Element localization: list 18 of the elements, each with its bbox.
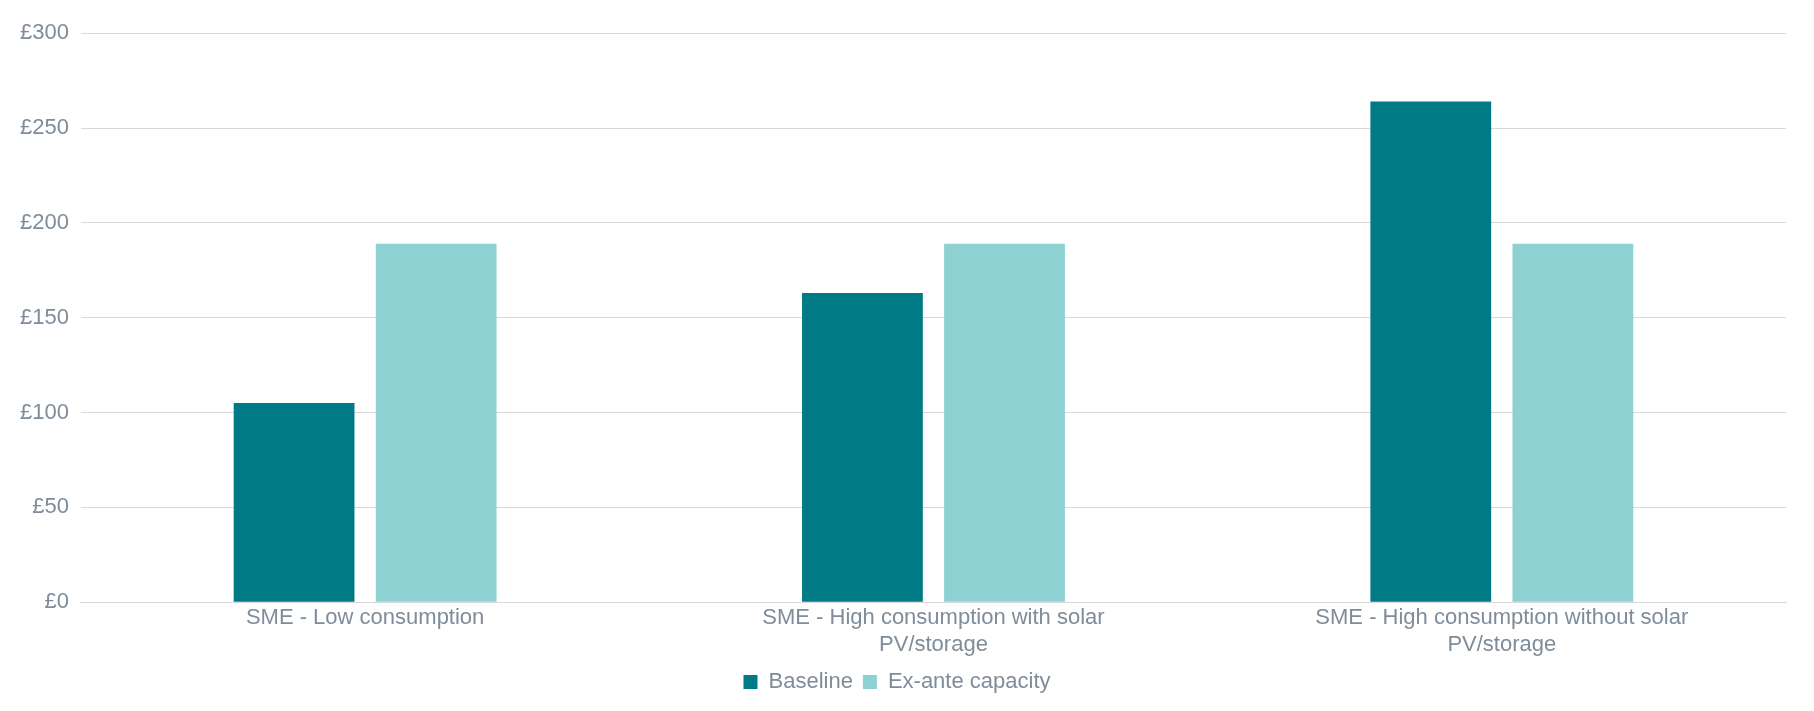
y-tick-label: £150	[19, 303, 69, 329]
bar	[233, 403, 355, 602]
y-tick-label: £50	[32, 493, 69, 519]
y-tick-label: £300	[19, 19, 69, 45]
legend-label: Ex-ante capacity	[887, 668, 1051, 694]
y-tick-label: £100	[19, 398, 69, 424]
y-tick-label: £200	[19, 208, 69, 234]
bar	[375, 243, 497, 602]
x-tick-label: SME - Low consumption	[245, 604, 485, 630]
bar	[1370, 101, 1492, 602]
y-tick-label: £0	[44, 588, 69, 614]
bar	[944, 243, 1065, 602]
x-tick-label: SME - High consumption with solar PV/storage	[762, 604, 1105, 656]
x-tick-label: SME - High consumption without solar PV/storage	[1315, 604, 1689, 656]
bar	[802, 293, 923, 602]
y-tick-label: £250	[19, 114, 69, 140]
bar	[1512, 243, 1634, 602]
legend-label: Baseline	[768, 668, 853, 694]
